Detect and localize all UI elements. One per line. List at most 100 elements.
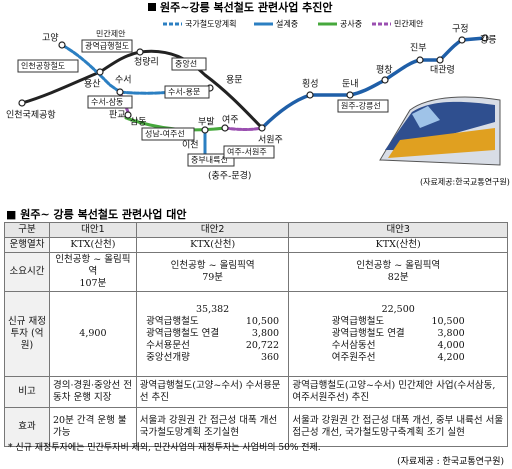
row: 효과 20분 간격 운행 불가능 서울과 강원권 간 접근성 대폭 개선 국가철도망…	[4, 407, 508, 447]
investment-total: 4,900	[79, 328, 107, 339]
station-label: 용산	[84, 79, 101, 90]
item-name: 광역급행철도	[331, 316, 385, 327]
cell: 인천공항 ~ 올림픽역 107분	[49, 252, 137, 292]
row: 신규 재정투자 (억원) 4,900 35,382 광역급행철도 10,500 광역급행철…	[4, 291, 508, 377]
station-label: 여주	[222, 114, 239, 126]
investment-items: 광역급행철도 10,500 광역급행철도 연결 3,800 수서용문선 20,722 중앙선…	[140, 316, 286, 364]
cell: KTX(산천)	[135, 237, 290, 253]
line-label: 원주-강릉선	[341, 101, 381, 111]
row: 비고 경의·경원·중앙선 전동차 운행 지장 광역급행철도(고양~수서) 수서용문선…	[4, 376, 508, 408]
item-name: 여주원주선	[331, 352, 376, 363]
line-label: 수서-삼동	[91, 97, 123, 107]
legend-label: 국가철도망계획	[185, 19, 237, 29]
yeoju-wonju	[223, 126, 264, 131]
station-label: 인천국제공항	[6, 110, 56, 121]
title-square	[148, 3, 156, 11]
item-name: 광역급행철도 연결	[146, 328, 220, 339]
station-label: 수서	[115, 75, 132, 86]
item-amount: 10,500	[245, 316, 280, 327]
item-amount: 4,200	[437, 352, 465, 363]
row: 운행열차 KTX(산천) KTX(산천) KTX(산천)	[4, 237, 508, 253]
station-label: 청량리	[134, 56, 159, 68]
station-label: 진부	[410, 43, 427, 54]
station-label: 강릉	[480, 35, 497, 46]
cell-line: 인천공항 ~ 올림픽역	[170, 260, 255, 271]
line-label: 여주-서원주	[227, 147, 267, 157]
line-label: 인천공항철도	[21, 61, 65, 71]
row-label: 효과	[4, 407, 50, 447]
station-dots	[18, 34, 489, 134]
station-label: 이천	[182, 140, 199, 151]
cell: KTX(산천)	[49, 237, 137, 253]
table-title: ■ 원주~ 강릉 복선철도 관련사업 대안	[6, 208, 187, 221]
cell: 광역급행철도(고양~수서) 수서용문선 추진	[135, 376, 290, 408]
map-source: (자료제공:한국교통연구원)	[420, 178, 510, 187]
station-label: 서원주	[258, 135, 283, 146]
station-label: 둔내	[342, 79, 359, 90]
footnote: * 신규 재정투자에는 민간투자비 제외, 민간사업의 재정투자는 사업비의 5…	[8, 443, 321, 453]
station-label: 구정	[452, 24, 469, 35]
cell-line: 79분	[202, 272, 224, 283]
station-label: 삼동	[130, 117, 147, 128]
legend-label: 공사중	[340, 20, 362, 29]
row-label: 운행열차	[4, 237, 50, 253]
cell: 4,900	[49, 291, 137, 377]
item-amount: 3,800	[437, 328, 465, 339]
item-amount: 4,000	[437, 340, 465, 351]
header-row: 구분 대안1 대안2 대안3	[4, 222, 508, 238]
row-label: 비고	[4, 376, 50, 408]
table-source: (자료제공 : 한국교통연구원)	[397, 457, 504, 467]
note-label: 민간제안	[96, 29, 126, 39]
investment-total: 35,382	[195, 304, 230, 315]
header-cell: 대안2	[135, 222, 290, 238]
investment-total: 22,500	[381, 304, 415, 315]
cell: 22,500 광역급행철도 10,500 광역급행철도 연결 3,800 수서삼동선 4,0…	[288, 291, 508, 377]
cell-line: 인천공항 ~ 올림픽역	[55, 254, 131, 277]
item-name: 광역급행철도	[146, 316, 199, 327]
cell: 인천공항 ~ 올림픽역 82분	[288, 252, 508, 292]
header-cell: 구분	[4, 222, 50, 238]
item-name: 중앙선개량	[146, 352, 190, 363]
item-name: 수서삼동선	[331, 340, 376, 351]
cell: 경의·경원·중앙선 전동차 운행 지장	[49, 376, 137, 408]
cell: 인천공항 ~ 올림픽역 79분	[135, 252, 290, 292]
station-label: 부발	[198, 117, 215, 128]
row: 소요시간 인천공항 ~ 올림픽역 107분 인천공항 ~ 올림픽역 79분 인천공항 ~ …	[4, 252, 508, 292]
cell: 20분 간격 운행 불가능	[49, 407, 137, 447]
table-title-text: 원주~ 강릉 복선철도 관련사업 대안	[20, 208, 187, 221]
cell: KTX(산천)	[288, 237, 508, 253]
row-label: 신규 재정투자 (억원)	[4, 291, 50, 377]
item-amount: 10,500	[431, 316, 465, 327]
legend-label: 민간제안	[394, 19, 424, 29]
item-name: 수서용문선	[146, 340, 190, 351]
line-label: 광역급행철도	[85, 41, 129, 51]
station-label: 평창	[376, 65, 393, 76]
cell: 35,382 광역급행철도 10,500 광역급행철도 연결 3,800 수서용문선 20,…	[135, 291, 290, 377]
station-label: 횡성	[302, 78, 319, 90]
cell-line: 인천공항 ~ 올림픽역	[356, 260, 441, 271]
line-label: 중부내륙선	[191, 156, 228, 165]
station-label: 판교	[109, 110, 126, 121]
table: 구분 대안1 대안2 대안3 운행열차 KTX(산천) KTX(산천) KTX(산천) 소요시간…	[4, 222, 508, 447]
cell: 서울과 강원권 간 접근성 대폭 개선, 중부 내륙선 서울 접근성 개선, 국…	[288, 407, 508, 447]
cell: 광역급행철도(고양~수서) 민간제안 사업(수서삼동, 여주서원주선) 추진	[288, 376, 508, 408]
header-cell: 대안3	[288, 222, 508, 238]
item-amount: 3,800	[251, 328, 280, 339]
map-title: 원주~강릉 복선철도 관련사업 추진안	[160, 0, 333, 14]
item-name: 광역급행철도 연결	[331, 328, 405, 339]
station-label: 대관령	[430, 64, 455, 76]
item-amount: 360	[260, 352, 280, 363]
line-label: 중앙선	[175, 59, 197, 69]
map: 원주~강릉 복선철도 관련사업 추진안 국가철도망계획 설계중 공사중 민간제안…	[6, 0, 510, 187]
station-label: 고양	[42, 33, 59, 44]
train-illustration	[379, 96, 501, 166]
station-label: 용문	[226, 75, 243, 86]
line-label: 성남-여주선	[145, 129, 185, 139]
cell-line: 107분	[79, 278, 107, 289]
cell-line: 82분	[387, 272, 409, 283]
line-label: 수서-용문	[168, 88, 200, 97]
row-label: 소요시간	[4, 252, 50, 292]
item-amount: 20,722	[245, 340, 280, 351]
header-cell: 대안1	[49, 222, 137, 238]
